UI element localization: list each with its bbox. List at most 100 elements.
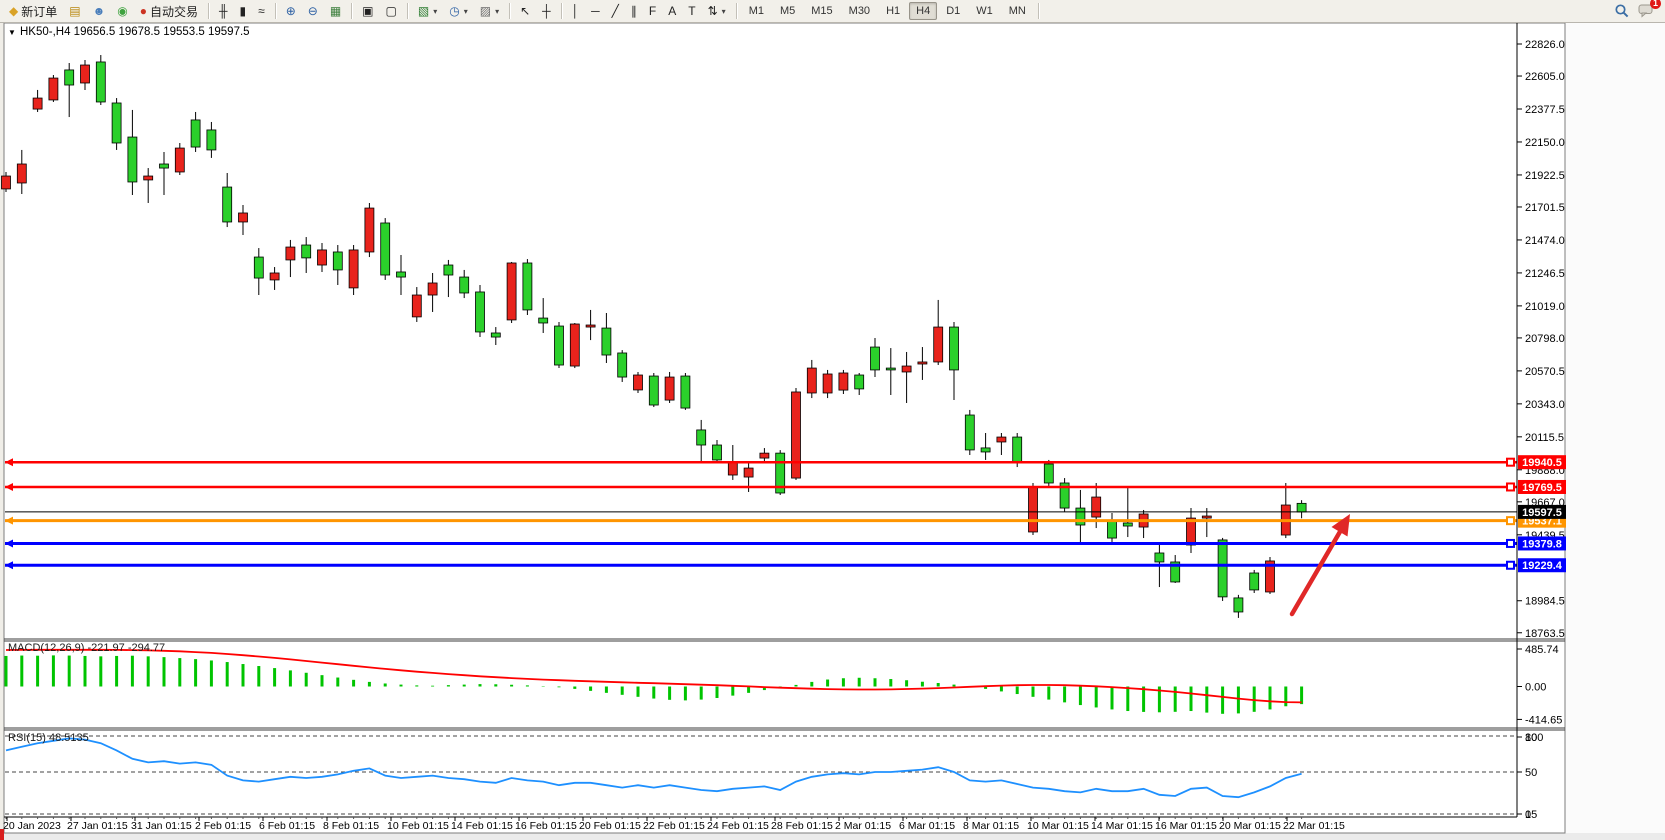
price-badge-19597.5: 19597.5 — [1518, 504, 1566, 519]
line-handle[interactable] — [1506, 516, 1515, 526]
price-badge-19229.4: 19229.4 — [1518, 558, 1566, 573]
timeframe-m1-button[interactable]: M1 — [748, 5, 764, 17]
candle-body — [332, 251, 343, 271]
horizontal-line-button[interactable]: ─ — [586, 1, 605, 21]
line-handle[interactable] — [1506, 538, 1515, 548]
price-badge-text: 19940.5 — [1522, 457, 1562, 469]
templates-button[interactable]: ▨ ▾ — [475, 1, 504, 21]
symbol-dropdown-icon[interactable]: ▼ — [8, 28, 16, 37]
candle-body — [1075, 507, 1086, 526]
price-badge-bg — [1518, 558, 1566, 573]
price-axis[interactable]: 22826.0 22605.0 22377.5 22150.0 21922.5 21701… — [1517, 39, 1565, 821]
timeframe-m5-button[interactable]: M5 — [779, 5, 796, 17]
vertical-line-button[interactable]: │ — [567, 1, 585, 21]
candle-body — [1217, 539, 1228, 598]
zoom-in-glyph: ⊕ — [285, 4, 296, 18]
arrow-shaft[interactable] — [1289, 527, 1344, 617]
price-badge-19940.5: 19940.5 — [1518, 455, 1566, 470]
price-tick-label: 21701.5 — [1525, 202, 1565, 214]
timeframe-h4-button[interactable]: H4 — [909, 2, 938, 20]
macd-tick-label: 0.00 — [1525, 682, 1546, 694]
toolbar-buttons: ◆ 新订单 ▤ ☻ ◉ ● 自动交易 ╫ ▮ ≈ ⊕ ⊖ ▦ ▣ ▢ ▧ ▾ ◷ ▾ ▨ ▾ ↖ ┼ │ ─ ╱ ∥ F A T ⇅ ▾ M1 M… — [0, 0, 1043, 22]
search-icon[interactable] — [1614, 3, 1630, 19]
cursor-button[interactable]: ↖ — [515, 1, 535, 21]
zoom-in-button[interactable]: ⊕ — [281, 1, 301, 21]
price-tick-label: 20570.5 — [1525, 366, 1565, 378]
timeframe-mn-button[interactable]: MN — [1008, 5, 1026, 17]
tile-windows-glyph: ▦ — [329, 4, 342, 18]
bar-chart-button[interactable]: ╫ — [214, 1, 233, 21]
candle-body — [506, 262, 517, 321]
text-label-button[interactable]: T — [683, 1, 700, 21]
zoom-out-button[interactable]: ⊖ — [303, 1, 323, 21]
candle-body — [759, 452, 770, 459]
date-axis[interactable]: 20 Jan 2023 27 Jan 01:15 31 Jan 01:15 2 Feb… — [3, 817, 1345, 832]
bottom-left-red-mark — [0, 829, 4, 840]
candle-body — [648, 375, 659, 406]
price-tick-label: 20798.0 — [1525, 333, 1565, 345]
toolbar-separator — [351, 3, 353, 19]
candle-body — [1028, 486, 1038, 533]
candle-body — [980, 447, 991, 453]
candlestick-chart-button[interactable]: ▮ — [235, 1, 252, 21]
timeframe-m15-button[interactable]: M15 — [811, 5, 833, 17]
arrows-button[interactable]: ⇅ ▾ — [703, 1, 731, 21]
indicators-button[interactable]: ▧ ▾ — [413, 1, 442, 21]
candle-body — [680, 375, 691, 409]
horizontal-line-glyph: ─ — [591, 4, 600, 18]
line-handle[interactable] — [1506, 482, 1515, 492]
date-label: 2 Mar 01:15 — [835, 820, 891, 832]
line-handle[interactable] — [1506, 560, 1515, 570]
text-button[interactable]: A — [663, 1, 681, 21]
candle-body — [427, 282, 438, 296]
notifications-icon[interactable]: 1 — [1638, 0, 1661, 21]
candle-body — [712, 444, 722, 461]
date-label: 20 Feb 01:15 — [579, 820, 641, 832]
line-left-marker — [5, 561, 13, 570]
crosshair-button[interactable]: ┼ — [537, 1, 556, 21]
notification-count-badge: 1 — [1650, 0, 1661, 9]
new-order-button[interactable]: ◆ 新订单 — [4, 1, 62, 21]
candle-body — [1012, 436, 1023, 464]
candle-body — [1170, 561, 1181, 583]
candle-body — [522, 262, 533, 311]
timeframe-h1-button[interactable]: H1 — [886, 5, 901, 17]
fibonacci-button[interactable]: F — [644, 1, 661, 21]
candle-body — [190, 119, 201, 148]
profile-icon[interactable]: ☻ — [88, 1, 111, 21]
chart-window-icon[interactable]: ▤ — [64, 1, 85, 21]
candle-body — [1122, 522, 1133, 527]
arrow-annotation[interactable] — [1289, 514, 1350, 617]
cascade-windows-glyph: ▢ — [385, 4, 397, 18]
timeframe-d1-button[interactable]: D1 — [946, 5, 961, 17]
line-chart-button[interactable]: ≈ — [253, 1, 270, 21]
cascade-windows-button[interactable]: ▢ — [381, 1, 402, 21]
trendline-button[interactable]: ╱ — [607, 1, 624, 21]
status-strip — [0, 833, 1665, 840]
timeframe-w1-button[interactable]: W1 — [976, 5, 993, 17]
price-tick-label: 22150.0 — [1525, 137, 1565, 149]
price-tick-label: 21019.0 — [1525, 301, 1565, 313]
candle-body — [174, 147, 185, 173]
periods-button[interactable]: ◷ ▾ — [444, 1, 473, 21]
vertical-line-glyph: │ — [571, 4, 580, 18]
tile-windows-button[interactable]: ▦ — [325, 1, 346, 21]
signals-icon[interactable]: ◉ — [112, 1, 132, 21]
candle-body — [696, 429, 707, 446]
date-label: 10 Mar 01:15 — [1027, 820, 1089, 832]
channel-button[interactable]: ∥ — [626, 1, 642, 21]
autotrading-button[interactable]: ● 自动交易 — [135, 1, 203, 21]
timeframe-m30-button[interactable]: M30 — [848, 5, 871, 17]
candle-body — [838, 372, 849, 391]
arrange-windows-button[interactable]: ▣ — [357, 1, 378, 21]
price-tick-label: 21246.5 — [1525, 268, 1565, 280]
price-tick-label: 21474.0 — [1525, 235, 1565, 247]
candle-body — [554, 325, 564, 366]
candle-body — [601, 327, 612, 356]
price-tick-label: 22377.5 — [1525, 104, 1565, 116]
rsi-tick-label: 0 — [1525, 809, 1531, 821]
candle-body — [617, 352, 628, 378]
line-handle[interactable] — [1506, 457, 1515, 467]
candle-body — [475, 291, 485, 333]
